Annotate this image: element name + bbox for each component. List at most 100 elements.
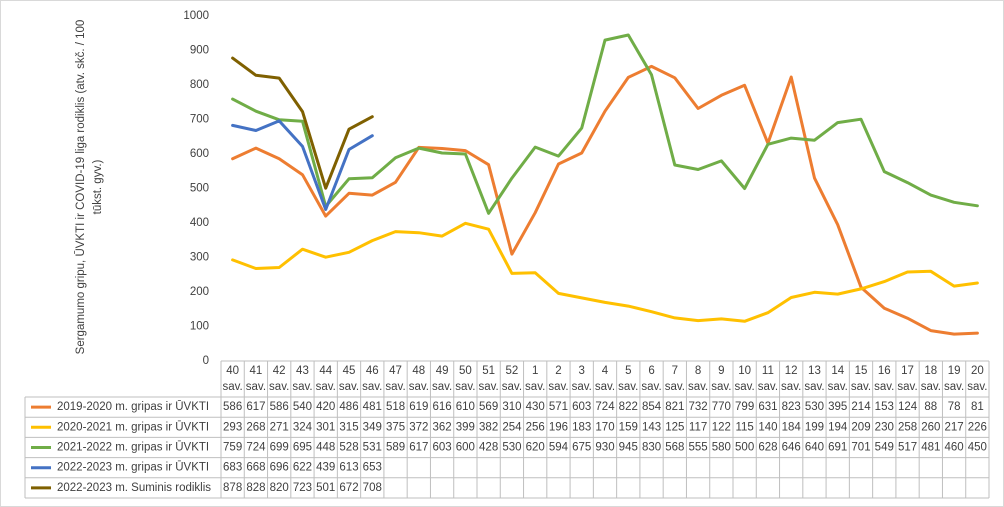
x-tick-label: 17 xyxy=(901,365,914,377)
legend-label: 2021-2022 m. gripas ir ŪVKTI xyxy=(57,442,209,454)
table-value: 668 xyxy=(246,462,265,474)
table-value: 122 xyxy=(712,421,731,433)
table-value: 428 xyxy=(479,442,498,454)
table-value: 153 xyxy=(875,401,894,413)
y-tick-label: 300 xyxy=(190,252,209,264)
x-tick-suffix: sav. xyxy=(735,381,755,393)
table-value: 724 xyxy=(246,442,266,454)
y-tick-label: 800 xyxy=(190,79,209,91)
x-tick-label: 44 xyxy=(319,365,332,377)
table-value: 617 xyxy=(409,442,428,454)
table-value: 117 xyxy=(689,421,707,433)
x-tick-suffix: sav. xyxy=(479,381,499,393)
table-value: 194 xyxy=(828,421,848,433)
table-value: 518 xyxy=(386,401,405,413)
x-tick-suffix: sav. xyxy=(572,381,592,393)
table-value: 549 xyxy=(875,442,894,454)
table-value: 395 xyxy=(828,401,847,413)
x-tick-suffix: sav. xyxy=(548,381,568,393)
x-tick-suffix: sav. xyxy=(246,381,266,393)
table-value: 580 xyxy=(712,442,731,454)
table-value: 209 xyxy=(851,421,870,433)
x-tick-suffix: sav. xyxy=(781,381,801,393)
table-value: 619 xyxy=(409,401,428,413)
x-tick-suffix: sav. xyxy=(665,381,685,393)
table-value: 759 xyxy=(223,442,242,454)
table-value: 217 xyxy=(944,421,963,433)
x-tick-suffix: sav. xyxy=(828,381,848,393)
table-value: 945 xyxy=(619,442,638,454)
table-value: 610 xyxy=(456,401,475,413)
table-value: 226 xyxy=(968,421,987,433)
x-tick-label: 18 xyxy=(924,365,937,377)
x-tick-label: 12 xyxy=(785,365,798,377)
table-value: 268 xyxy=(246,421,265,433)
table-value: 271 xyxy=(270,421,289,433)
table-value: 878 xyxy=(223,482,242,494)
table-value: 854 xyxy=(642,401,662,413)
y-tick-label: 1000 xyxy=(183,10,209,22)
table-value: 589 xyxy=(386,442,405,454)
x-tick-suffix: sav. xyxy=(641,381,661,393)
table-value: 830 xyxy=(642,442,661,454)
x-tick-suffix: sav. xyxy=(409,381,429,393)
table-value: 448 xyxy=(316,442,335,454)
table-value: 695 xyxy=(293,442,312,454)
table-value: 450 xyxy=(968,442,987,454)
x-tick-label: 2 xyxy=(555,365,561,377)
table-value: 143 xyxy=(642,421,661,433)
table-value: 430 xyxy=(526,401,545,413)
table-value: 675 xyxy=(572,442,591,454)
table-value: 260 xyxy=(921,421,940,433)
x-tick-suffix: sav. xyxy=(432,381,452,393)
table-value: 616 xyxy=(432,401,451,413)
series-line xyxy=(231,64,979,336)
y-tick-label: 600 xyxy=(190,148,209,160)
x-tick-suffix: sav. xyxy=(595,381,615,393)
x-tick-suffix: sav. xyxy=(851,381,871,393)
x-tick-suffix: sav. xyxy=(362,381,382,393)
x-tick-label: 13 xyxy=(808,365,821,377)
x-tick-suffix: sav. xyxy=(525,381,545,393)
table-value: 723 xyxy=(293,482,312,494)
table-value: 184 xyxy=(782,421,802,433)
x-tick-label: 1 xyxy=(532,365,538,377)
table-value: 820 xyxy=(270,482,289,494)
table-value: 828 xyxy=(246,482,265,494)
x-tick-label: 15 xyxy=(855,365,868,377)
y-tick-label: 900 xyxy=(190,45,209,57)
legend-label: 2022-2023 m. gripas ir ŪVKTI xyxy=(57,462,209,474)
table-value: 256 xyxy=(526,421,545,433)
x-tick-suffix: sav. xyxy=(944,381,964,393)
table-value: 821 xyxy=(665,401,684,413)
x-tick-label: 50 xyxy=(459,365,472,377)
table-value: 696 xyxy=(270,462,289,474)
table-value: 683 xyxy=(223,462,242,474)
y-tick-label: 200 xyxy=(190,286,209,298)
x-tick-label: 43 xyxy=(296,365,309,377)
x-tick-label: 16 xyxy=(878,365,891,377)
y-axis-label: Sergamumo gripu, ŪVKTI ir COVID-19 liga … xyxy=(75,19,104,355)
table-value: 708 xyxy=(363,482,382,494)
table-value: 78 xyxy=(948,401,961,413)
table-value: 170 xyxy=(595,421,614,433)
x-tick-suffix: sav. xyxy=(292,381,312,393)
x-tick-label: 49 xyxy=(436,365,449,377)
table-value: 214 xyxy=(851,401,871,413)
table-value: 799 xyxy=(735,401,754,413)
x-tick-suffix: sav. xyxy=(455,381,475,393)
y-tick-label: 400 xyxy=(190,217,209,229)
table-value: 586 xyxy=(270,401,289,413)
table-value: 81 xyxy=(971,401,984,413)
x-tick-suffix: sav. xyxy=(688,381,708,393)
x-tick-label: 41 xyxy=(250,365,263,377)
x-tick-label: 40 xyxy=(226,365,239,377)
x-tick-label: 7 xyxy=(672,365,678,377)
table-value: 439 xyxy=(316,462,335,474)
x-tick-label: 9 xyxy=(718,365,724,377)
x-tick-suffix: sav. xyxy=(223,381,243,393)
x-tick-label: 14 xyxy=(831,365,844,377)
table-value: 115 xyxy=(735,421,753,433)
x-tick-suffix: sav. xyxy=(874,381,894,393)
